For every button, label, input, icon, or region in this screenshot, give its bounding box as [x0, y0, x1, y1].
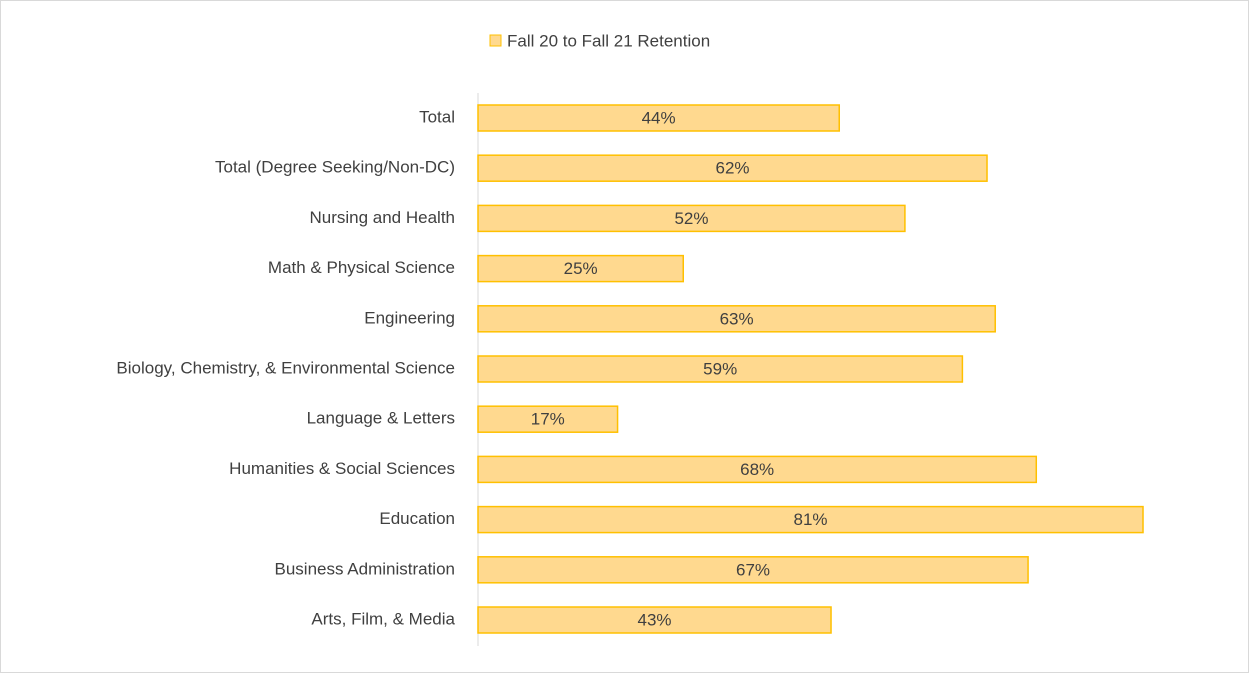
- data-label: 81%: [793, 510, 827, 529]
- data-label: 25%: [564, 259, 598, 278]
- bar: [477, 455, 1038, 484]
- bar: [477, 204, 906, 233]
- y-tick-label: Total: [419, 107, 455, 126]
- y-tick-label: Biology, Chemistry, & Environmental Scie…: [116, 358, 455, 377]
- y-tick-label: Engineering: [364, 308, 455, 327]
- y-tick-label: Total (Degree Seeking/Non-DC): [215, 158, 455, 177]
- data-label: 59%: [703, 359, 737, 378]
- y-tick-label: Arts, Film, & Media: [311, 609, 455, 628]
- data-label: 67%: [736, 560, 770, 579]
- data-label: 68%: [740, 460, 774, 479]
- y-tick-label: Humanities & Social Sciences: [229, 459, 455, 478]
- data-label: 44%: [642, 108, 676, 127]
- data-label: 62%: [715, 159, 749, 178]
- bar: [477, 104, 840, 132]
- y-tick-label: Language & Letters: [307, 409, 455, 428]
- bar: [477, 405, 619, 433]
- data-label: 52%: [674, 209, 708, 228]
- bar: [477, 355, 964, 383]
- y-tick-label: Business Administration: [275, 559, 455, 578]
- data-label: 63%: [720, 309, 754, 328]
- bar: [477, 154, 988, 182]
- bar: [477, 505, 1144, 534]
- data-label: 43%: [637, 610, 671, 629]
- data-label: 17%: [531, 410, 565, 429]
- bar: [477, 305, 996, 333]
- bar: [477, 556, 1029, 584]
- y-tick-label: Math & Physical Science: [268, 258, 455, 277]
- y-tick-label: Nursing and Health: [309, 208, 455, 227]
- legend-label: Fall 20 to Fall 21 Retention: [507, 31, 710, 50]
- bar: [477, 606, 832, 634]
- y-tick-label: Education: [379, 509, 455, 528]
- bar: [477, 254, 684, 283]
- legend-swatch: [489, 34, 502, 47]
